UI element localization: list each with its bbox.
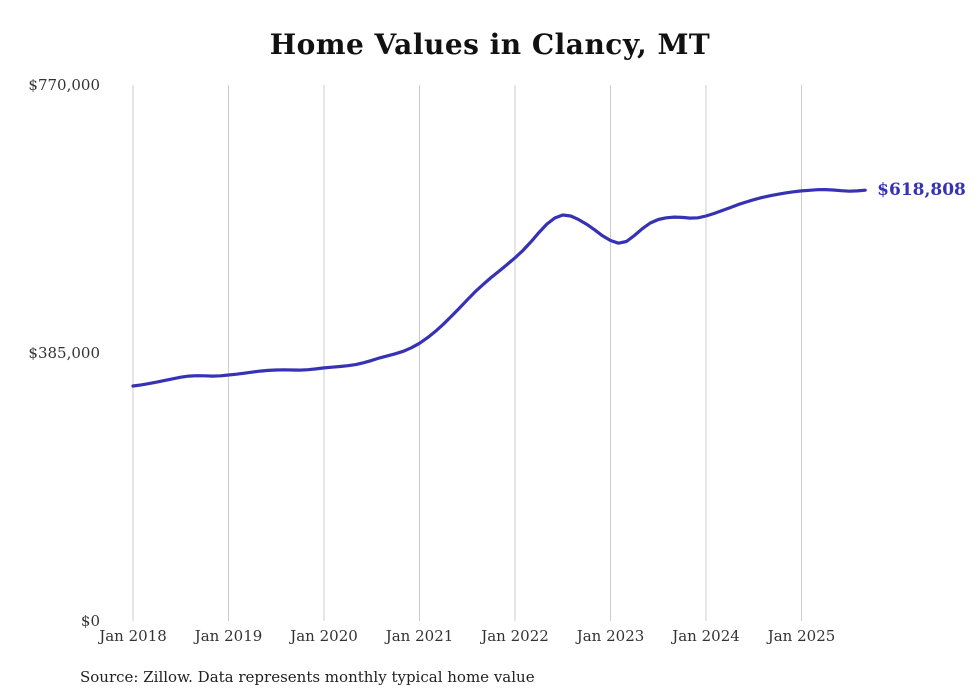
y-axis-tick-label: $0: [80, 612, 100, 630]
x-axis-tick-label: Jan 2022: [481, 627, 549, 645]
y-axis-tick-label: $770,000: [28, 76, 100, 94]
source-note: Source: Zillow. Data represents monthly …: [80, 668, 535, 686]
y-axis-tick-label: $385,000: [28, 344, 100, 362]
x-axis-tick-label: Jan 2025: [767, 627, 836, 645]
x-axis-tick-label: Jan 2020: [290, 627, 358, 645]
current-value-label: $618,808: [877, 180, 966, 201]
x-axis-tick-label: Jan 2024: [672, 627, 740, 645]
x-axis-tick-label: Jan 2023: [576, 627, 645, 645]
x-axis-tick-label: Jan 2019: [194, 627, 263, 645]
series-line: [131, 188, 867, 388]
x-axis-tick-label: Jan 2018: [99, 627, 167, 645]
x-axis-tick-label: Jan 2021: [385, 627, 454, 645]
chart-title: Home Values in Clancy, MT: [269, 28, 711, 61]
